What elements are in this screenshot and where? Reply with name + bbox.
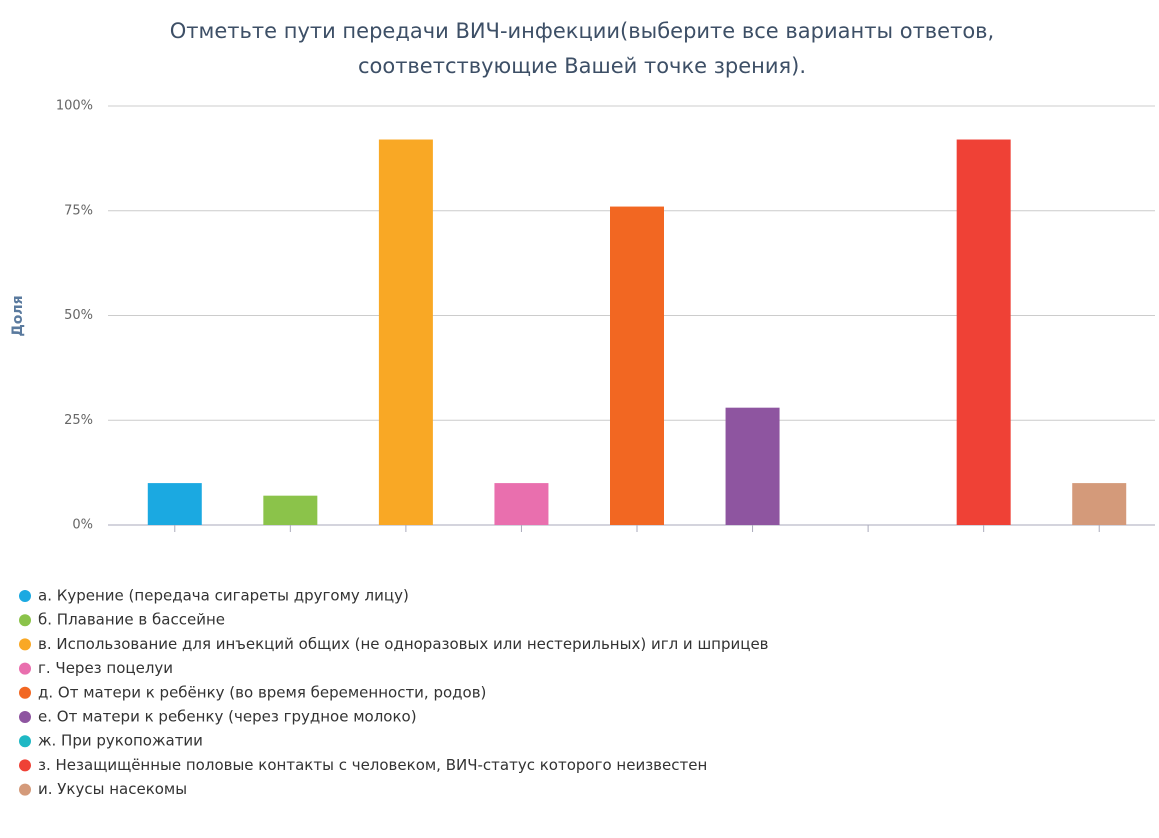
legend-marker	[19, 638, 31, 651]
y-tick-label: 75%	[64, 203, 93, 218]
bar	[378, 139, 433, 525]
legend-label: д. От матери к ребёнку (во время беремен…	[38, 683, 486, 701]
chart-title: соответствующие Вашей точке зрения).	[358, 54, 806, 78]
legend-label: е. От матери к ребенку (через грудное мо…	[38, 708, 417, 726]
bar	[494, 483, 549, 525]
y-tick-label: 25%	[64, 413, 93, 428]
y-tick-label: 100%	[56, 99, 93, 114]
legend-marker	[19, 759, 31, 772]
bar	[610, 206, 664, 525]
chart-title: Отметьте пути передачи ВИЧ-инфекции(выбе…	[170, 19, 994, 43]
legend-label: з. Незащищённые половые контакты с челов…	[38, 756, 707, 774]
bar	[956, 139, 1011, 525]
bar	[725, 407, 780, 525]
bar	[147, 483, 202, 525]
bar	[1072, 483, 1127, 525]
legend-marker	[19, 662, 31, 675]
bar	[263, 495, 318, 525]
legend-marker	[19, 711, 31, 723]
legend-label: и. Укусы насекомы	[38, 780, 187, 798]
y-tick-label: 50%	[64, 308, 93, 323]
legend-marker	[19, 735, 31, 748]
y-tick-label: 0%	[72, 518, 93, 533]
legend-label: а. Курение (передача сигареты другому ли…	[38, 587, 409, 605]
legend-marker	[19, 590, 31, 602]
legend-marker	[19, 783, 31, 796]
legend-marker	[19, 686, 31, 699]
y-axis-label: Доля	[10, 295, 26, 336]
legend-label: б. Плавание в бассейне	[38, 611, 225, 629]
legend-label: в. Использование для инъекций общих (не …	[38, 635, 769, 653]
legend-label: ж. При рукопожатии	[38, 732, 203, 750]
legend-marker	[19, 614, 31, 627]
legend-label: г. Через поцелуи	[38, 659, 173, 677]
